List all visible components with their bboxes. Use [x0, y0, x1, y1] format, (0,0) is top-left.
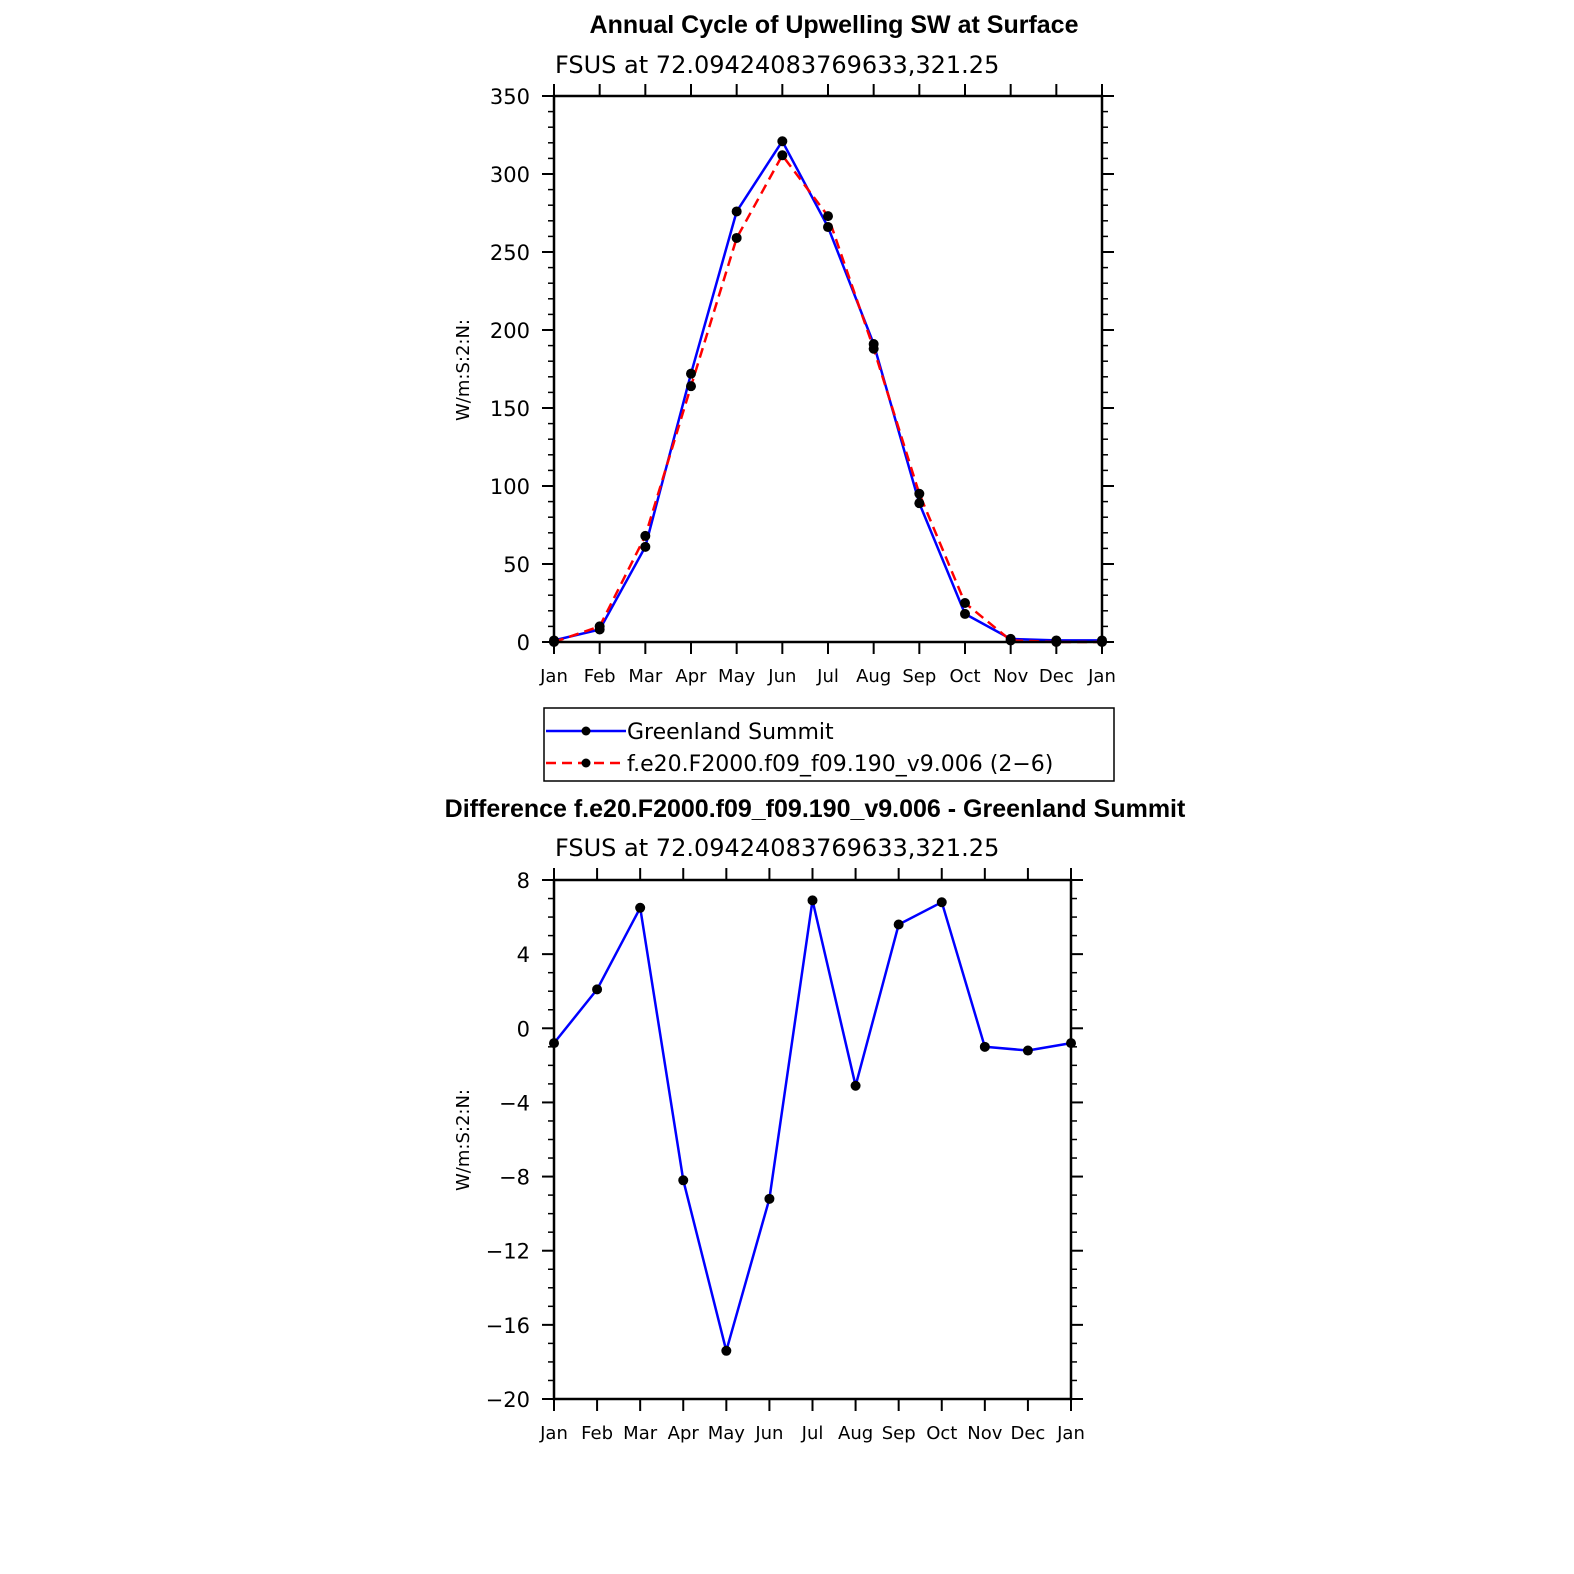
- data-point-1: [868, 343, 879, 354]
- chart1-legend: Greenland Summit f.e20.F2000.f09_f09.190…: [543, 707, 1115, 782]
- x-tick-label: Nov: [967, 1423, 1002, 1444]
- chart2-title: Difference f.e20.F2000.f09_f09.190_v9.00…: [445, 795, 1186, 823]
- y-tick-label: −4: [499, 1091, 530, 1115]
- x-tick-label: Feb: [581, 1423, 613, 1444]
- data-point-0: [731, 206, 742, 217]
- annual-cycle-chart: Annual Cycle of Upwelling SW at Surface …: [453, 11, 1116, 782]
- data-point-0: [979, 1041, 990, 1052]
- x-tick-label: Apr: [668, 1423, 700, 1444]
- y-tick-label: −20: [486, 1388, 530, 1412]
- chart1-plot-frame: [552, 94, 1104, 644]
- data-point-0: [721, 1345, 732, 1356]
- x-tick-label: Sep: [902, 666, 936, 687]
- data-point-0: [823, 222, 833, 233]
- x-tick-label: Oct: [949, 666, 980, 687]
- chart1-subtitle: FSUS at 72.09424083769633,321.25: [555, 51, 999, 79]
- data-point-0: [635, 902, 646, 913]
- data-point-0: [686, 368, 696, 379]
- x-tick-label: Jun: [767, 666, 796, 687]
- data-point-1: [731, 232, 742, 243]
- data-point-0: [640, 541, 651, 552]
- x-tick-label: Oct: [926, 1423, 957, 1444]
- chart2-ylabel: W/m:S:2:N:: [453, 1089, 474, 1191]
- series-line-0: [553, 899, 1072, 1353]
- data-point-1: [1005, 635, 1016, 646]
- data-point-0: [850, 1080, 861, 1091]
- data-point-1: [640, 530, 651, 541]
- y-tick-label: 100: [490, 475, 530, 499]
- data-point-0: [960, 608, 970, 619]
- x-tick-label: Jul: [801, 1423, 824, 1444]
- y-tick-label: −12: [486, 1240, 530, 1264]
- x-tick-label: Feb: [584, 666, 616, 687]
- legend-marker-model: [581, 758, 591, 768]
- y-tick-label: 0: [517, 1017, 530, 1041]
- y-tick-label: 350: [490, 85, 530, 109]
- data-point-0: [914, 498, 925, 509]
- chart2-subtitle: FSUS at 72.09424083769633,321.25: [555, 834, 999, 862]
- x-tick-label: Nov: [993, 666, 1028, 687]
- data-point-0: [777, 136, 788, 147]
- data-point-0: [592, 984, 603, 995]
- y-tick-label: −16: [486, 1314, 530, 1338]
- data-point-0: [764, 1193, 775, 1204]
- x-tick-label: Jan: [539, 1423, 568, 1444]
- x-tick-label: Jan: [539, 666, 568, 687]
- x-tick-label: Jan: [1087, 666, 1116, 687]
- data-point-0: [678, 1175, 689, 1186]
- data-point-1: [686, 381, 696, 392]
- legend-box: [543, 707, 1115, 782]
- x-tick-label: Aug: [856, 666, 891, 687]
- y-tick-label: 8: [517, 869, 530, 893]
- data-point-1: [777, 150, 788, 161]
- data-point-0: [1022, 1045, 1033, 1056]
- chart1-title: Annual Cycle of Upwelling SW at Surface: [590, 11, 1079, 39]
- y-tick-label: 200: [490, 319, 530, 343]
- y-tick-label: 300: [490, 163, 530, 187]
- x-tick-label: Sep: [882, 1423, 916, 1444]
- x-tick-label: May: [718, 666, 756, 687]
- legend-label-model: f.e20.F2000.f09_f09.190_v9.006 (2−6): [627, 752, 1053, 777]
- x-tick-label: Dec: [1039, 666, 1074, 687]
- legend-label-greenland: Greenland Summit: [627, 720, 834, 745]
- x-tick-label: Aug: [838, 1423, 873, 1444]
- chart1-ylabel: W/m:S:2:N:: [453, 319, 474, 421]
- legend-marker-greenland: [581, 726, 591, 736]
- x-tick-label: Jun: [754, 1423, 783, 1444]
- y-tick-label: 150: [490, 397, 530, 421]
- difference-chart: Difference f.e20.F2000.f09_f09.190_v9.00…: [445, 795, 1186, 1444]
- x-tick-label: Jul: [816, 666, 839, 687]
- x-tick-label: Mar: [623, 1423, 658, 1444]
- data-point-1: [594, 621, 605, 632]
- chart2-plot-frame: [552, 878, 1073, 1401]
- data-point-1: [914, 488, 925, 499]
- x-tick-label: Mar: [628, 666, 663, 687]
- x-tick-label: Dec: [1010, 1423, 1045, 1444]
- data-point-0: [807, 895, 818, 906]
- data-point-0: [893, 919, 904, 930]
- x-tick-label: May: [708, 1423, 746, 1444]
- x-tick-label: Apr: [675, 666, 707, 687]
- data-point-0: [936, 897, 947, 908]
- data-point-1: [823, 211, 833, 222]
- x-tick-label: Jan: [1056, 1423, 1085, 1444]
- y-tick-label: 250: [490, 241, 530, 265]
- data-point-1: [960, 598, 970, 608]
- y-tick-label: −8: [499, 1166, 530, 1190]
- y-tick-label: 0: [517, 631, 530, 655]
- y-tick-label: 50: [503, 553, 530, 577]
- y-tick-label: 4: [517, 943, 530, 967]
